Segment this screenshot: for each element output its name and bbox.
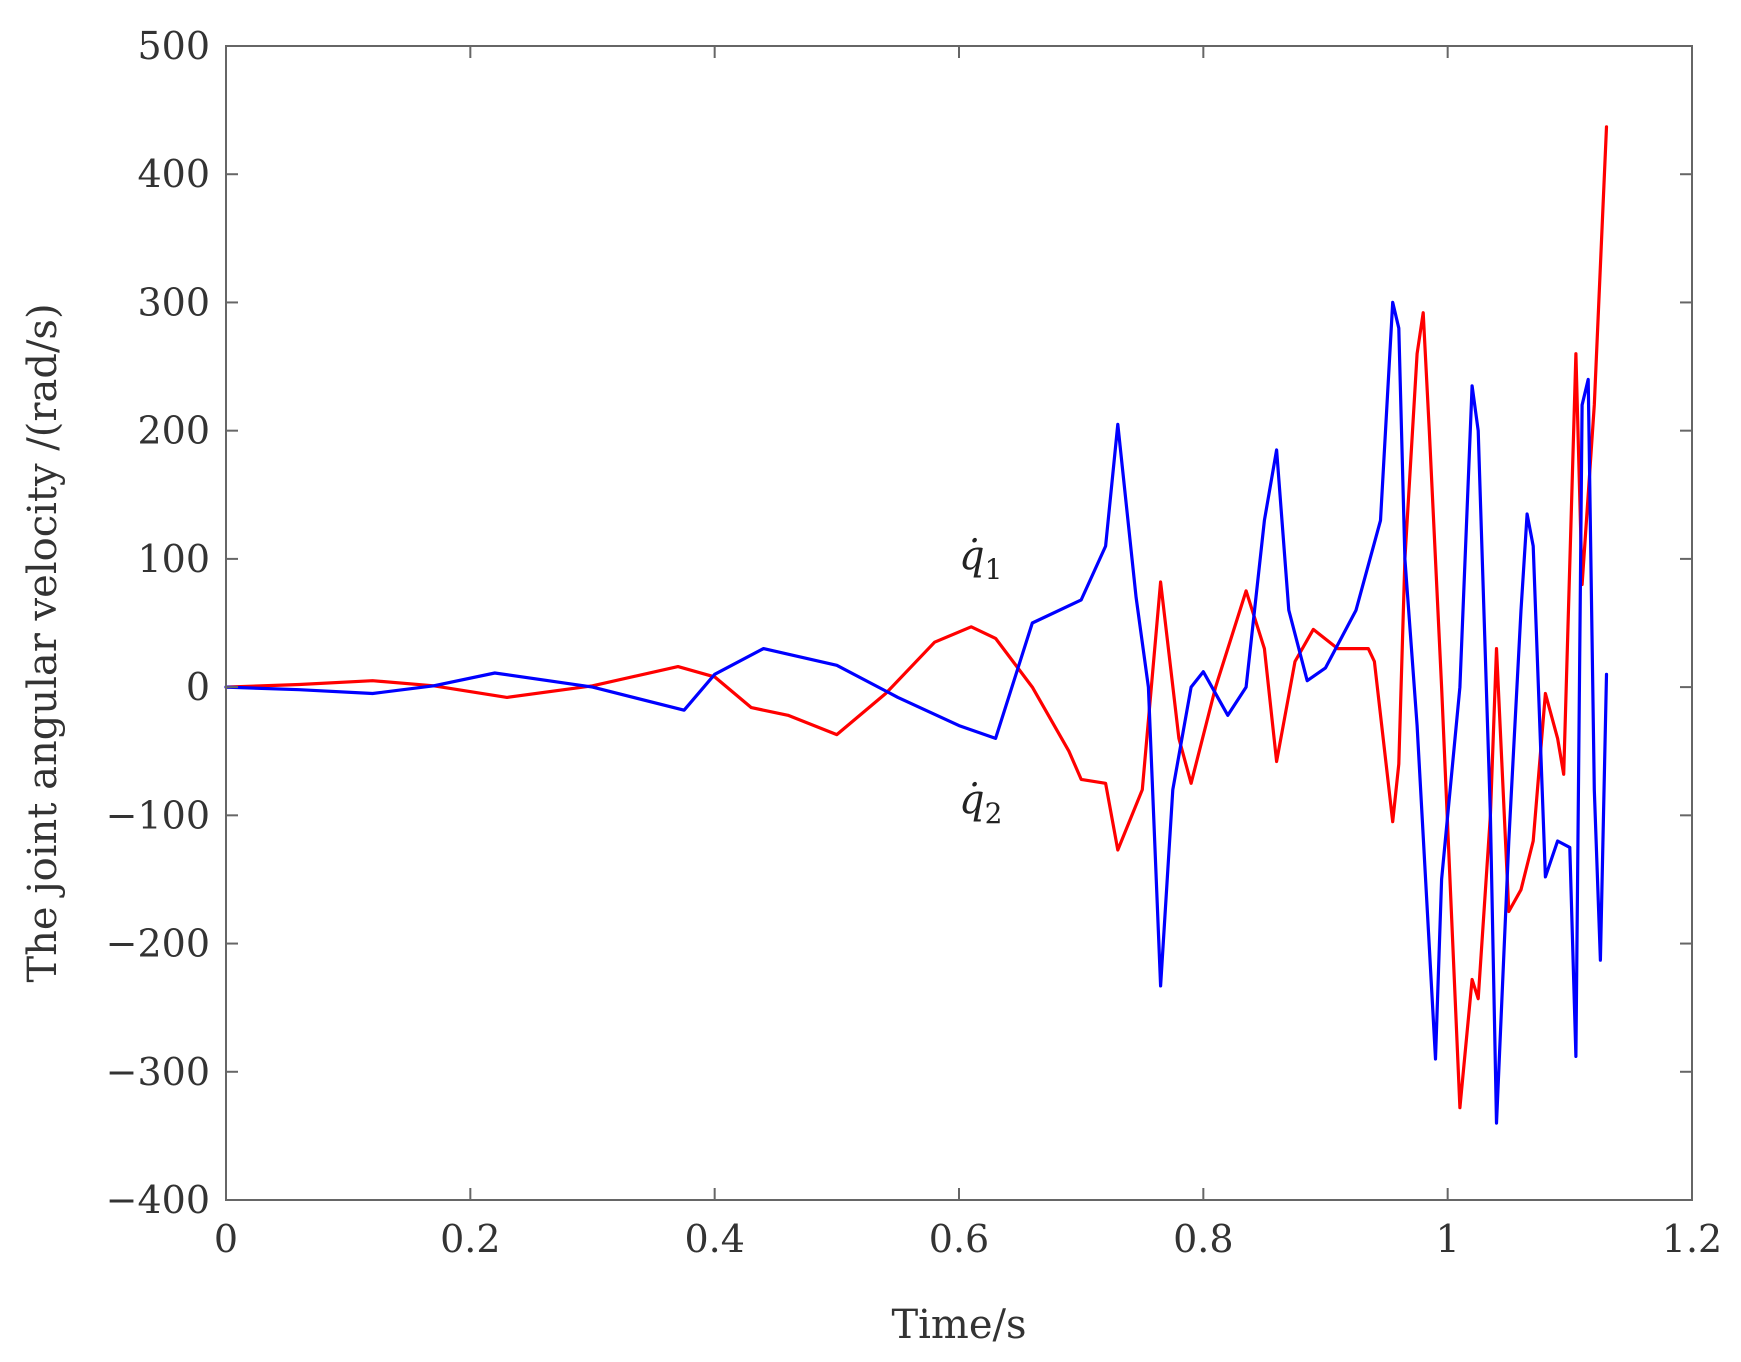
x-tick-label: 1.2 xyxy=(1662,1217,1722,1261)
tick-layer: 0 0.2 0.4 0.6 0.8 1 1.2 −400 −300 −200 −100 0 100 200… xyxy=(106,24,1723,1261)
y-tick-label: 500 xyxy=(137,24,210,68)
series-layer xyxy=(224,125,1609,1125)
x-tick-label: 0.4 xyxy=(684,1217,744,1261)
x-tick-label: 1 xyxy=(1436,1217,1460,1261)
y-tick-label: −100 xyxy=(106,793,210,837)
y-tick-label: 200 xyxy=(137,409,210,453)
x-tick-label: 0.6 xyxy=(929,1217,989,1261)
x-tick-label: 0 xyxy=(214,1217,238,1261)
series-line-1 xyxy=(224,125,1609,1110)
x-tick-label: 0.8 xyxy=(1173,1217,1233,1261)
y-tick-label: 400 xyxy=(137,152,210,196)
x-tick-label: 0.2 xyxy=(440,1217,500,1261)
y-tick-label: 100 xyxy=(137,537,210,581)
series-line-2 xyxy=(224,300,1609,1125)
y-tick-label: −400 xyxy=(106,1178,210,1222)
annotation-layer: q̇1 q̇2 xyxy=(959,533,1002,830)
y-axis-title: The joint angular velocity /(rad/s) xyxy=(20,303,66,982)
y-tick-label: −200 xyxy=(106,922,210,966)
series-annotation-1: q̇1 xyxy=(959,533,1002,586)
x-axis-title: Time/s xyxy=(891,1302,1026,1348)
y-tick-label: 300 xyxy=(137,280,210,324)
y-tick-label: −300 xyxy=(106,1050,210,1094)
y-tick-label: 0 xyxy=(186,665,210,709)
series-annotation-2: q̇2 xyxy=(959,777,1002,830)
